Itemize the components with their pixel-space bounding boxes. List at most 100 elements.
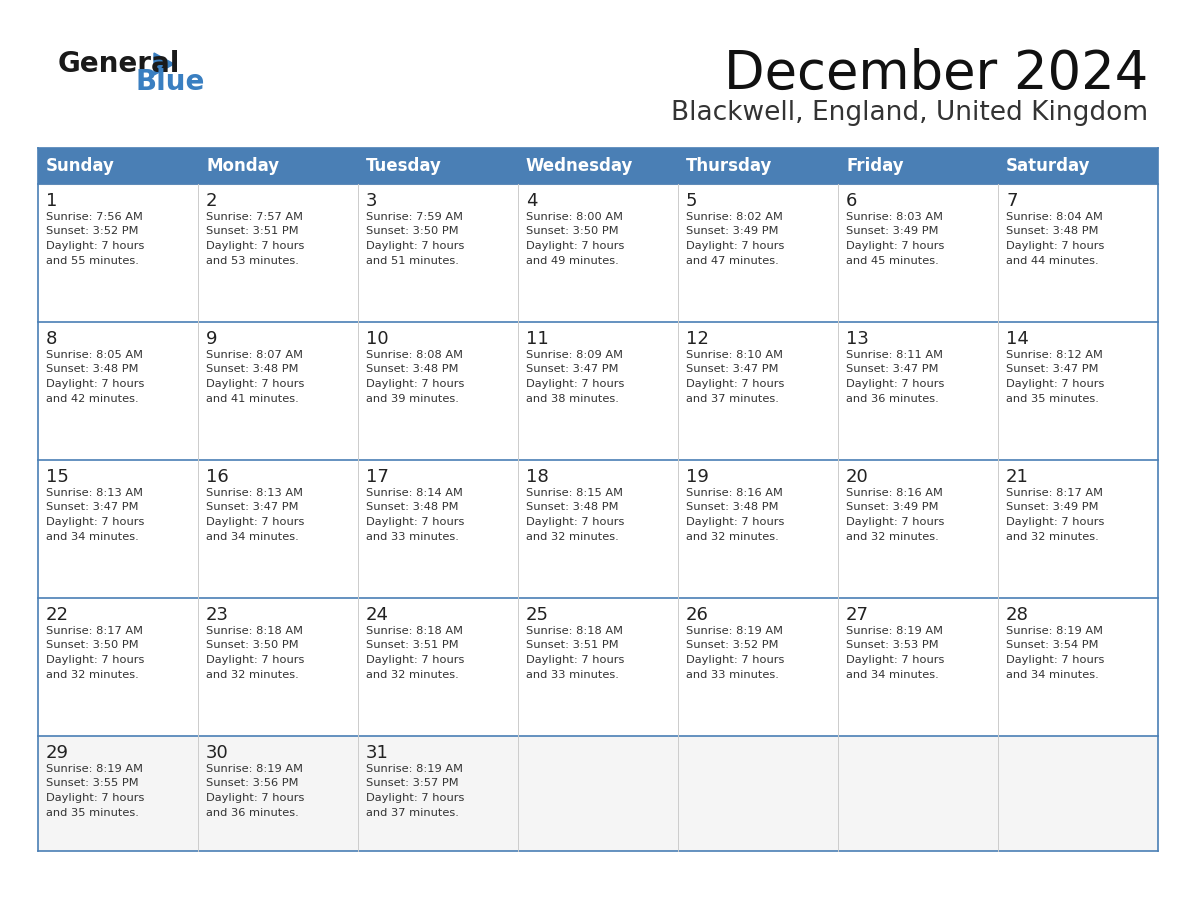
Bar <box>38 184 1158 322</box>
Text: 5: 5 <box>685 192 697 210</box>
Text: Daylight: 7 hours: Daylight: 7 hours <box>366 793 465 803</box>
Text: Daylight: 7 hours: Daylight: 7 hours <box>46 379 145 389</box>
Text: and 35 minutes.: and 35 minutes. <box>1006 394 1099 404</box>
Text: 8: 8 <box>46 330 57 348</box>
Text: Sunset: 3:48 PM: Sunset: 3:48 PM <box>526 502 619 512</box>
Text: Sunset: 3:50 PM: Sunset: 3:50 PM <box>46 641 139 651</box>
Text: Blue: Blue <box>135 68 206 96</box>
Text: 14: 14 <box>1006 330 1029 348</box>
Text: 28: 28 <box>1006 606 1029 624</box>
Text: Sunset: 3:47 PM: Sunset: 3:47 PM <box>1006 364 1099 375</box>
Text: and 37 minutes.: and 37 minutes. <box>685 394 779 404</box>
Text: 31: 31 <box>366 744 388 762</box>
Text: 7: 7 <box>1006 192 1017 210</box>
Text: Sunrise: 8:19 AM: Sunrise: 8:19 AM <box>366 764 463 774</box>
Text: and 35 minutes.: and 35 minutes. <box>46 808 139 818</box>
Text: Sunday: Sunday <box>46 157 115 175</box>
Text: Daylight: 7 hours: Daylight: 7 hours <box>206 655 304 665</box>
Text: 15: 15 <box>46 468 69 486</box>
Text: Sunset: 3:53 PM: Sunset: 3:53 PM <box>846 641 939 651</box>
Text: and 36 minutes.: and 36 minutes. <box>846 394 939 404</box>
Bar <box>38 736 1158 851</box>
Text: Daylight: 7 hours: Daylight: 7 hours <box>685 379 784 389</box>
Text: Sunrise: 8:17 AM: Sunrise: 8:17 AM <box>46 626 143 636</box>
Text: 30: 30 <box>206 744 229 762</box>
Text: December 2024: December 2024 <box>723 48 1148 100</box>
Text: and 53 minutes.: and 53 minutes. <box>206 255 299 265</box>
Text: Daylight: 7 hours: Daylight: 7 hours <box>685 241 784 251</box>
Bar <box>38 148 1158 184</box>
Text: and 32 minutes.: and 32 minutes. <box>366 669 459 679</box>
Text: Sunrise: 8:18 AM: Sunrise: 8:18 AM <box>366 626 463 636</box>
Text: 3: 3 <box>366 192 378 210</box>
Text: Sunrise: 8:12 AM: Sunrise: 8:12 AM <box>1006 350 1102 360</box>
Text: Sunrise: 8:04 AM: Sunrise: 8:04 AM <box>1006 212 1102 222</box>
Text: 19: 19 <box>685 468 709 486</box>
Text: Sunrise: 7:59 AM: Sunrise: 7:59 AM <box>366 212 463 222</box>
Text: Sunrise: 8:09 AM: Sunrise: 8:09 AM <box>526 350 623 360</box>
Polygon shape <box>154 53 173 75</box>
Text: General: General <box>58 50 181 78</box>
Text: Sunrise: 8:13 AM: Sunrise: 8:13 AM <box>46 488 143 498</box>
Text: 26: 26 <box>685 606 709 624</box>
Text: and 36 minutes.: and 36 minutes. <box>206 808 298 818</box>
Text: and 33 minutes.: and 33 minutes. <box>526 669 619 679</box>
Text: Sunset: 3:57 PM: Sunset: 3:57 PM <box>366 778 459 789</box>
Bar <box>38 322 1158 460</box>
Text: Sunset: 3:48 PM: Sunset: 3:48 PM <box>1006 227 1099 237</box>
Text: Daylight: 7 hours: Daylight: 7 hours <box>46 793 145 803</box>
Text: and 47 minutes.: and 47 minutes. <box>685 255 779 265</box>
Text: 21: 21 <box>1006 468 1029 486</box>
Text: 29: 29 <box>46 744 69 762</box>
Text: Sunset: 3:49 PM: Sunset: 3:49 PM <box>685 227 778 237</box>
Text: Daylight: 7 hours: Daylight: 7 hours <box>206 793 304 803</box>
Text: Sunset: 3:47 PM: Sunset: 3:47 PM <box>206 502 298 512</box>
Text: Sunrise: 8:03 AM: Sunrise: 8:03 AM <box>846 212 943 222</box>
Text: and 49 minutes.: and 49 minutes. <box>526 255 619 265</box>
Text: Friday: Friday <box>846 157 904 175</box>
Text: Daylight: 7 hours: Daylight: 7 hours <box>846 517 944 527</box>
Text: Blackwell, England, United Kingdom: Blackwell, England, United Kingdom <box>671 100 1148 126</box>
Bar <box>38 598 1158 736</box>
Text: Sunrise: 8:02 AM: Sunrise: 8:02 AM <box>685 212 783 222</box>
Text: Sunset: 3:52 PM: Sunset: 3:52 PM <box>685 641 778 651</box>
Text: and 33 minutes.: and 33 minutes. <box>685 669 779 679</box>
Text: Daylight: 7 hours: Daylight: 7 hours <box>206 241 304 251</box>
Text: 27: 27 <box>846 606 868 624</box>
Text: Sunset: 3:54 PM: Sunset: 3:54 PM <box>1006 641 1099 651</box>
Text: Sunset: 3:48 PM: Sunset: 3:48 PM <box>46 364 139 375</box>
Text: Daylight: 7 hours: Daylight: 7 hours <box>1006 379 1105 389</box>
Text: Sunset: 3:47 PM: Sunset: 3:47 PM <box>46 502 139 512</box>
Text: and 33 minutes.: and 33 minutes. <box>366 532 459 542</box>
Text: Sunrise: 7:57 AM: Sunrise: 7:57 AM <box>206 212 303 222</box>
Text: Sunrise: 8:13 AM: Sunrise: 8:13 AM <box>206 488 303 498</box>
Text: and 32 minutes.: and 32 minutes. <box>526 532 619 542</box>
Text: and 41 minutes.: and 41 minutes. <box>206 394 298 404</box>
Text: Sunrise: 8:11 AM: Sunrise: 8:11 AM <box>846 350 943 360</box>
Text: Daylight: 7 hours: Daylight: 7 hours <box>1006 517 1105 527</box>
Text: Tuesday: Tuesday <box>366 157 442 175</box>
Text: 2: 2 <box>206 192 217 210</box>
Text: Daylight: 7 hours: Daylight: 7 hours <box>526 379 625 389</box>
Text: Sunset: 3:49 PM: Sunset: 3:49 PM <box>846 502 939 512</box>
Text: Sunset: 3:50 PM: Sunset: 3:50 PM <box>206 641 298 651</box>
Text: 9: 9 <box>206 330 217 348</box>
Text: and 32 minutes.: and 32 minutes. <box>685 532 779 542</box>
Text: Sunrise: 8:18 AM: Sunrise: 8:18 AM <box>206 626 303 636</box>
Text: and 37 minutes.: and 37 minutes. <box>366 808 459 818</box>
Text: Sunset: 3:50 PM: Sunset: 3:50 PM <box>526 227 619 237</box>
Text: Sunrise: 8:08 AM: Sunrise: 8:08 AM <box>366 350 463 360</box>
Text: Daylight: 7 hours: Daylight: 7 hours <box>1006 241 1105 251</box>
Text: and 32 minutes.: and 32 minutes. <box>1006 532 1099 542</box>
Text: and 38 minutes.: and 38 minutes. <box>526 394 619 404</box>
Text: Thursday: Thursday <box>685 157 772 175</box>
Text: and 34 minutes.: and 34 minutes. <box>846 669 939 679</box>
Text: Sunrise: 8:19 AM: Sunrise: 8:19 AM <box>46 764 143 774</box>
Text: Sunset: 3:52 PM: Sunset: 3:52 PM <box>46 227 139 237</box>
Text: Sunrise: 8:19 AM: Sunrise: 8:19 AM <box>685 626 783 636</box>
Text: Sunrise: 8:10 AM: Sunrise: 8:10 AM <box>685 350 783 360</box>
Text: Sunset: 3:48 PM: Sunset: 3:48 PM <box>366 364 459 375</box>
Text: and 32 minutes.: and 32 minutes. <box>846 532 939 542</box>
Text: Daylight: 7 hours: Daylight: 7 hours <box>526 241 625 251</box>
Text: Sunrise: 8:07 AM: Sunrise: 8:07 AM <box>206 350 303 360</box>
